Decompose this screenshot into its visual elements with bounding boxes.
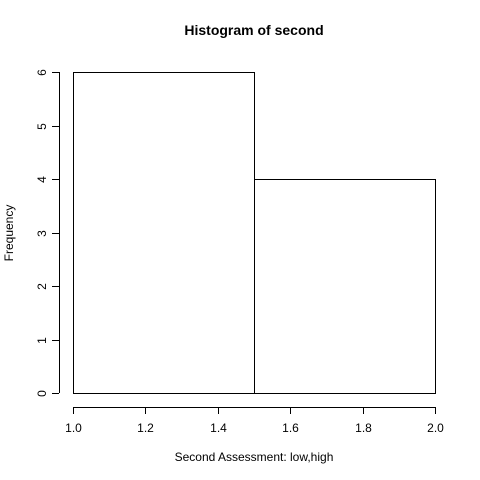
- y-tick-label: 6: [35, 69, 49, 76]
- y-tick-label: 2: [35, 283, 49, 290]
- x-tick-label: 1.6: [282, 421, 299, 435]
- histogram-bar-2: [254, 179, 436, 394]
- x-tick-label: 2.0: [427, 421, 444, 435]
- x-tick-label: 1.2: [137, 421, 154, 435]
- y-tick-label: 1: [35, 337, 49, 344]
- x-axis-label: Second Assessment: low,high: [175, 450, 334, 464]
- y-tick-label: 0: [35, 390, 49, 397]
- y-axis: 0 1 2 3 4 5 6: [35, 69, 60, 397]
- chart-title: Histogram of second: [184, 22, 323, 38]
- y-tick-label: 5: [35, 123, 49, 130]
- y-tick-label: 3: [35, 230, 49, 237]
- histogram-bar-1: [73, 72, 255, 394]
- y-axis-label: Frequency: [2, 205, 16, 262]
- bars-group: [73, 72, 436, 394]
- x-tick-label: 1.0: [65, 421, 82, 435]
- x-tick-label: 1.8: [355, 421, 372, 435]
- x-axis: 1.0 1.2 1.4 1.6 1.8 2.0: [65, 407, 444, 435]
- x-tick-label: 1.4: [210, 421, 227, 435]
- y-tick-label: 4: [35, 176, 49, 183]
